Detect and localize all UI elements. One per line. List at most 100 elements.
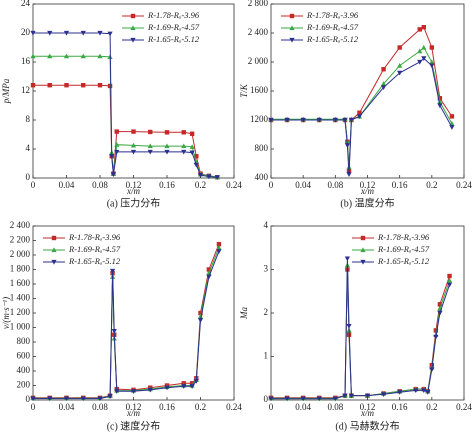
marker xyxy=(421,44,427,50)
marker xyxy=(109,268,116,274)
x-tick-label: 0.08 xyxy=(92,180,108,190)
marker xyxy=(284,117,290,123)
legend-label: R-1.65-Rₐ-5.12 xyxy=(377,256,430,266)
marker xyxy=(316,396,322,402)
legend-label: R-1.65-Rₐ-5.12 xyxy=(306,34,359,44)
marker xyxy=(300,396,306,402)
marker xyxy=(437,302,443,307)
x-axis-label: x/m xyxy=(360,186,374,196)
marker xyxy=(300,117,306,123)
y-tick-label: 4 xyxy=(26,143,31,153)
series-line xyxy=(271,269,450,399)
marker xyxy=(289,13,295,19)
y-tick-label: 20 xyxy=(21,27,31,37)
y-tick-label: 1 000 xyxy=(10,322,31,332)
marker xyxy=(206,267,212,272)
marker xyxy=(114,389,120,394)
series-line xyxy=(33,84,218,178)
marker xyxy=(181,143,187,149)
marker xyxy=(164,143,170,149)
marker xyxy=(197,314,204,319)
marker xyxy=(346,323,352,329)
marker xyxy=(425,390,431,395)
marker xyxy=(97,83,103,88)
y-tick-label: 1 xyxy=(264,351,269,361)
marker xyxy=(332,117,338,123)
marker xyxy=(417,48,423,54)
marker xyxy=(364,393,371,399)
x-tick-label: 0 xyxy=(31,180,36,190)
x-tick-label: 0 xyxy=(31,402,36,412)
marker xyxy=(107,83,113,89)
legend-label: R-1.69-Rₐ-4.57 xyxy=(377,244,430,254)
y-axis-label: v/(m·s⁻¹) xyxy=(1,297,11,329)
x-tick-label: 0.24 xyxy=(456,402,472,412)
marker xyxy=(437,96,443,101)
legend-label: R-1.78-Rₐ-3.96 xyxy=(68,232,121,242)
x-tick-label: 0.04 xyxy=(295,402,311,412)
marker xyxy=(47,83,52,88)
y-axis-label: Ma xyxy=(239,307,249,320)
y-tick-label: 1 800 xyxy=(10,264,31,274)
marker xyxy=(189,384,195,389)
marker xyxy=(197,173,204,178)
marker xyxy=(189,131,195,136)
caption: (d) 马赫数分布 xyxy=(335,419,399,432)
marker xyxy=(63,30,70,36)
marker xyxy=(109,154,115,159)
marker xyxy=(97,396,103,402)
marker xyxy=(130,13,136,19)
marker xyxy=(332,396,338,402)
series-line xyxy=(271,265,450,399)
marker xyxy=(380,392,387,397)
x-axis-label: x/m xyxy=(126,408,140,418)
marker xyxy=(449,114,455,119)
marker xyxy=(189,150,195,156)
plot-frame xyxy=(270,3,465,179)
series-line xyxy=(33,243,220,399)
marker xyxy=(356,114,363,119)
x-tick-label: 0.04 xyxy=(295,180,311,190)
caption: (c) 速度分布 xyxy=(107,419,161,432)
marker xyxy=(268,117,274,123)
marker xyxy=(413,388,419,394)
marker xyxy=(114,149,120,155)
marker xyxy=(206,174,212,180)
y-tick-label: 400 xyxy=(17,365,31,375)
marker xyxy=(429,63,435,69)
marker xyxy=(216,245,222,250)
y-tick-label: 2 800 xyxy=(248,0,269,8)
y-tick-label: 1 400 xyxy=(10,293,31,303)
marker xyxy=(111,329,117,334)
x-axis-label: x/m xyxy=(126,186,140,196)
marker xyxy=(147,143,153,149)
marker xyxy=(446,277,453,283)
marker xyxy=(130,25,136,31)
marker xyxy=(289,37,295,43)
marker xyxy=(130,142,137,148)
marker xyxy=(344,256,350,262)
x-tick-label: 0 xyxy=(269,402,274,412)
marker xyxy=(181,149,187,155)
y-tick-label: 2 xyxy=(264,307,269,317)
marker xyxy=(360,235,366,241)
marker xyxy=(181,384,187,389)
marker xyxy=(107,394,113,399)
legend-label: R-1.69-Rₐ-4.57 xyxy=(306,22,359,32)
marker xyxy=(80,30,86,36)
y-tick-label: 2 200 xyxy=(10,235,31,245)
x-tick-label: 0.04 xyxy=(59,180,75,190)
marker xyxy=(130,389,137,394)
marker xyxy=(429,45,435,50)
marker xyxy=(110,172,116,177)
marker xyxy=(198,310,203,316)
marker xyxy=(97,30,103,36)
legend-label: R-1.65-Rₐ-5.12 xyxy=(147,34,200,44)
series-line xyxy=(271,46,453,168)
marker xyxy=(197,318,204,323)
marker xyxy=(51,235,57,241)
series-line xyxy=(33,247,220,399)
marker xyxy=(131,129,136,134)
marker xyxy=(421,388,427,394)
legend-label: R-1.78-Rₐ-3.96 xyxy=(377,232,430,242)
